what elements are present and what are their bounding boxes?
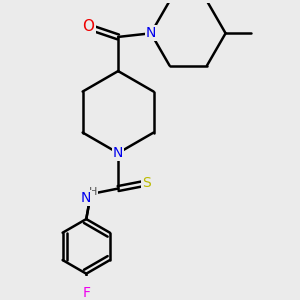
Text: N: N	[146, 26, 156, 40]
Text: F: F	[82, 286, 90, 300]
Text: N: N	[80, 191, 91, 205]
Text: N: N	[113, 146, 123, 160]
Text: O: O	[82, 20, 94, 34]
Text: H: H	[89, 187, 97, 197]
Text: S: S	[142, 176, 151, 190]
